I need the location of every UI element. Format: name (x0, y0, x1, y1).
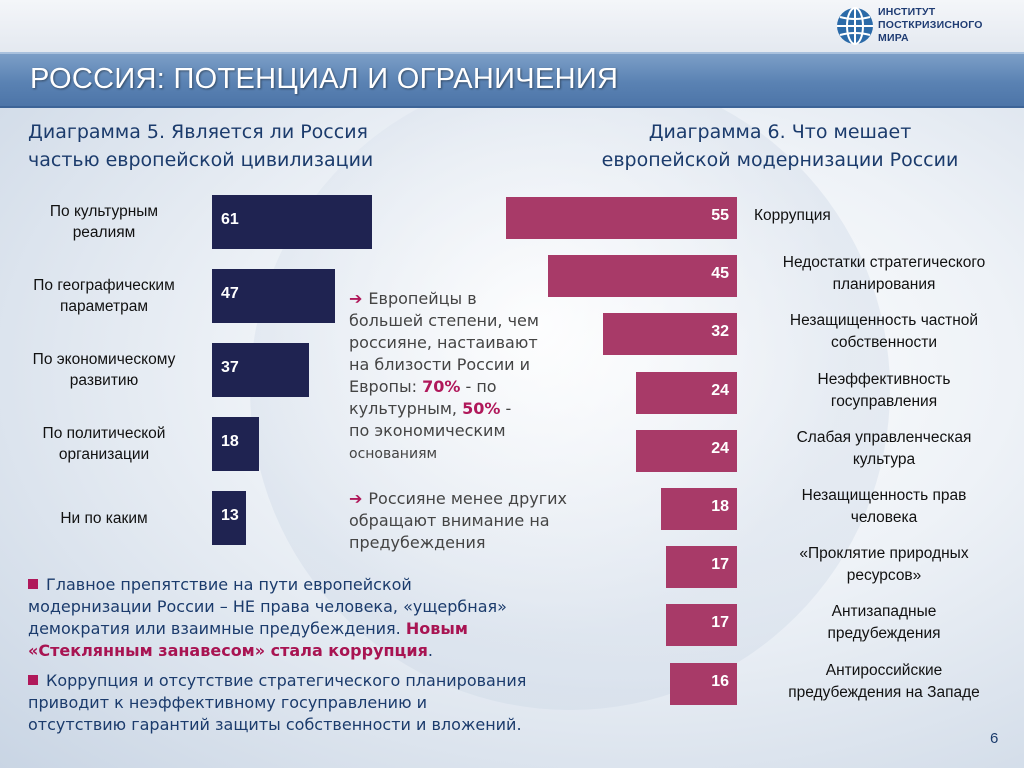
chart6-category-label: Слабая управленческая культура (796, 429, 972, 468)
chart6-bar: 17 (666, 546, 737, 588)
chart5-category-label: По культурным реалиям (49, 203, 159, 241)
chart6-category-label: Неэффективность госуправления (817, 371, 951, 410)
chart6-value-label: 16 (711, 673, 729, 690)
chart6-bar: 45 (548, 255, 737, 297)
chart5-bar: 37 (212, 343, 309, 397)
slide-title: РОССИЯ: ПОТЕНЦИАЛ И ОГРАНИЧЕНИЯ (30, 63, 619, 95)
chart6-bar: 24 (636, 430, 737, 472)
note-europeans: ➔ Европейцы в большей степени, чем россия… (349, 289, 539, 462)
arrow-icon: ➔ (349, 289, 363, 308)
chart5-value-label: 47 (221, 285, 239, 302)
chart5-value-label: 37 (221, 359, 239, 376)
chart6-value-label: 17 (711, 556, 729, 573)
bullet-square-icon (28, 579, 38, 589)
chart5-category-label: По экономическому развитию (32, 351, 176, 389)
bullet-corruption: Коррупция и отсутствие стратегического п… (28, 671, 527, 734)
chart6-category-label: Антироссийские предубеждения на Западе (788, 662, 980, 701)
chart5-value-label: 13 (221, 507, 239, 524)
chart6-bar: 32 (603, 313, 737, 355)
chart6-category-label: Незащищенность частной собственности (789, 312, 979, 351)
institute-logo: ИНСТИТУТ ПОСТКРИЗИСНОГО МИРА (835, 4, 1015, 50)
bullet-square-icon (28, 675, 38, 685)
chart6-bar: 55 (506, 197, 737, 239)
chart6-value-label: 18 (711, 498, 729, 515)
logo-line: ИНСТИТУТ (878, 6, 936, 18)
chart5-category-label: По географическим параметрам (33, 277, 175, 315)
logo-text: ИНСТИТУТ ПОСТКРИЗИСНОГО МИРА (878, 6, 983, 45)
chart5-title: Диаграмма 5. Является ли Россия частью е… (28, 121, 374, 171)
chart6-bar: 24 (636, 372, 737, 414)
background-globe (250, 70, 890, 710)
chart5-value-label: 61 (221, 211, 239, 228)
note-russians: ➔ Россияне менее других обращают внимание… (349, 489, 567, 552)
pct-economic: 50% (462, 399, 501, 418)
chart6-value-label: 55 (711, 207, 729, 224)
chart6-bar: 17 (666, 604, 737, 646)
chart6-category-label: Антизападные предубеждения (827, 603, 941, 642)
page-number: 6 (990, 730, 999, 747)
chart6-category-label: Недостатки стратегического планирования (782, 254, 986, 293)
title-bar: РОССИЯ: ПОТЕНЦИАЛ И ОГРАНИЧЕНИЯ (0, 52, 1024, 108)
chart6-value-label: 45 (711, 265, 729, 282)
pct-cultural: 70% (422, 377, 461, 396)
chart5-bar: 13 (212, 491, 246, 545)
chart6-bar: 18 (661, 488, 737, 530)
chart6-value-label: 24 (711, 440, 729, 457)
globe-icon (837, 7, 873, 45)
chart5-category-label: По политической организации (42, 425, 166, 463)
bullet-obstacle: Главное препятствие на пути европейской … (28, 575, 507, 660)
logo-line: ПОСТКРИЗИСНОГО (878, 19, 983, 31)
chart6-bar: 16 (670, 663, 737, 705)
chart6-value-label: 32 (711, 323, 729, 340)
chart6-category-label: Незащищенность прав человека (801, 487, 967, 526)
chart6-category-label: «Проклятие природных ресурсов» (799, 545, 969, 584)
chart5-bar: 47 (212, 269, 335, 323)
chart5-value-label: 18 (221, 433, 239, 450)
arrow-icon: ➔ (349, 489, 363, 508)
logo-line: МИРА (878, 32, 909, 44)
chart6-value-label: 24 (711, 382, 729, 399)
chart5-bar: 18 (212, 417, 259, 471)
chart6-category-label: Коррупция (754, 207, 831, 224)
chart6-title: Диаграмма 6. Что мешает европейской моде… (601, 121, 959, 171)
chart5-bar: 61 (212, 195, 372, 249)
chart5-category-label: Ни по каким (60, 509, 148, 527)
chart6-value-label: 17 (711, 614, 729, 631)
